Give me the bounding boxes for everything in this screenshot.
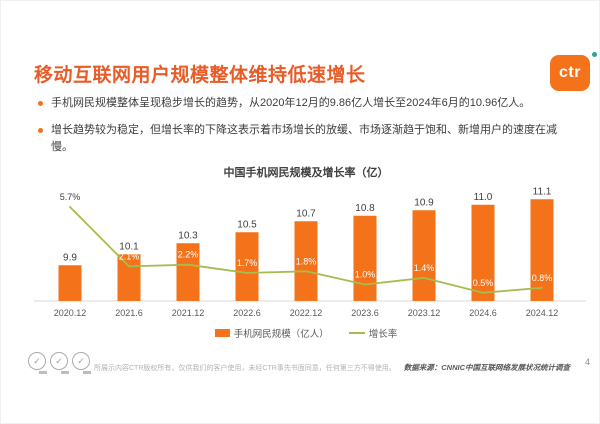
chart-legend: 手机网民规模（亿人） 增长率	[26, 326, 586, 340]
bar-value-label: 10.8	[355, 203, 375, 214]
legend-bar-label: 手机网民规模（亿人）	[233, 329, 329, 340]
growth-rate-line	[69, 206, 543, 294]
bar-value-label: 10.3	[178, 230, 198, 241]
bullet-text: 增长趋势较为稳定，但增长率的下降这表示着市场增长的放缓、市场逐渐趋于饱和、新增用…	[51, 124, 557, 154]
growth-rate-label: 0.5%	[473, 278, 494, 288]
bar-2020.12	[58, 265, 82, 301]
x-axis-label: 2020.12	[54, 308, 87, 318]
x-axis-label: 2021.12	[172, 308, 205, 318]
certification-icon: ✓	[72, 352, 91, 374]
certification-icon: ✓	[28, 352, 47, 374]
x-axis-label: 2024.12	[526, 308, 559, 318]
growth-rate-label: 2.2%	[178, 250, 199, 260]
growth-rate-label: 5.7%	[60, 192, 81, 202]
bar-2023.6	[353, 215, 377, 301]
x-axis-label: 2022.6	[233, 308, 261, 318]
bar-value-label: 10.9	[414, 197, 434, 208]
chart: 中国手机网民规模及增长率（亿） 9.9 2020.12 10.1 2021.6 10.3…	[26, 164, 586, 340]
growth-rate-label: 2.1%	[119, 251, 140, 261]
page-number: 4	[584, 357, 590, 367]
legend-line-label: 增长率	[368, 329, 398, 340]
chart-title: 中国手机网民规模及增长率（亿）	[223, 167, 389, 179]
certification-icon: ✓	[50, 352, 69, 374]
ctr-logo: ctr	[550, 55, 590, 91]
bullet-dot-icon	[38, 128, 43, 134]
x-axis-label: 2023.6	[351, 308, 379, 318]
x-axis-label: 2022.12	[290, 308, 323, 318]
legend-bar-swatch-icon	[214, 329, 230, 337]
bar-value-label: 11.0	[474, 192, 493, 203]
ctr-logo-text: ctr	[559, 64, 581, 81]
bullet-item: 手机网民规模整体呈现稳步增长的趋势，从2020年12月的9.86亿人增长至202…	[38, 95, 570, 112]
bullet-list: 手机网民规模整体呈现稳步增长的趋势，从2020年12月的9.86亿人增长至202…	[38, 95, 570, 166]
bullet-text: 手机网民规模整体呈现稳步增长的趋势，从2020年12月的9.86亿人增长至202…	[51, 97, 531, 109]
bar-2024.12	[530, 199, 554, 301]
certification-logos: ✓ ✓ ✓	[28, 352, 91, 374]
x-axis-label: 2021.6	[115, 308, 143, 318]
page-title: 移动互联网用户规模整体维持低速增长	[34, 65, 366, 86]
bar-value-label: 11.1	[533, 186, 552, 197]
ctr-logo-dot-icon	[592, 52, 597, 57]
bullet-dot-icon	[38, 101, 43, 106]
bar-2022.6	[235, 232, 259, 301]
bullet-item: 增长趋势较为稳定，但增长率的下降这表示着市场增长的放缓、市场逐渐趋于饱和、新增用…	[38, 122, 570, 156]
bar-2023.12	[412, 210, 436, 301]
bar-value-label: 10.7	[296, 208, 316, 219]
growth-rate-label: 1.8%	[296, 256, 317, 266]
legend-item-bar: 手机网民规模（亿人）	[214, 326, 329, 340]
legend-item-line: 增长率	[348, 326, 398, 340]
x-axis-label: 2023.12	[408, 308, 441, 318]
growth-rate-label: 1.7%	[237, 258, 258, 268]
chart-canvas: 9.9 2020.12 10.1 2021.6 10.3 2021.12 10.5 2022.…	[34, 186, 586, 318]
copyright-text: 所展示内容CTR版权所有，仅供我们的客户使用，未经CTR事先书面同意，任何第三方…	[94, 365, 396, 372]
bar-2022.12	[294, 221, 318, 301]
bar-value-label: 9.9	[63, 252, 77, 263]
legend-line-swatch-icon	[348, 332, 365, 334]
x-axis-label: 2024.6	[469, 308, 497, 318]
bar-value-label: 10.5	[237, 219, 257, 230]
bar-2021.12	[176, 243, 200, 301]
growth-rate-label: 0.8%	[532, 273, 553, 283]
growth-rate-label: 1.0%	[355, 270, 376, 280]
data-source-text: 数据来源：CNNIC中国互联网络发展状况统计调查	[403, 363, 570, 372]
bar-2024.6	[471, 204, 495, 301]
growth-rate-label: 1.4%	[414, 263, 435, 273]
bar-value-label: 10.1	[119, 241, 139, 252]
